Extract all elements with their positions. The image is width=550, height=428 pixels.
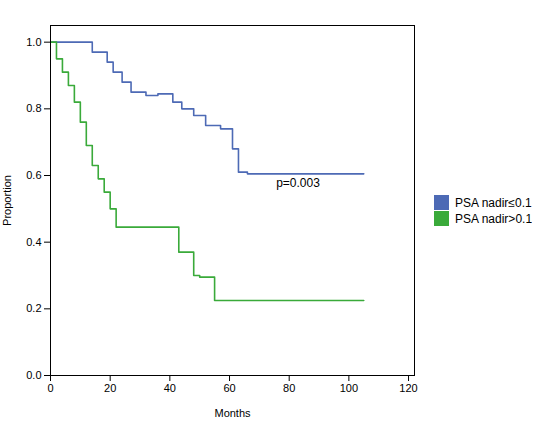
svg-text:Months: Months	[214, 407, 251, 419]
svg-text:0.0: 0.0	[26, 369, 41, 381]
svg-text:0.6: 0.6	[26, 169, 41, 181]
svg-text:100: 100	[340, 382, 358, 394]
html-text:PSA nadir≤0.1: PSA nadir≤0.1	[455, 195, 532, 210]
svg-text:1.0: 1.0	[26, 36, 41, 48]
svg-text:60: 60	[223, 382, 235, 394]
svg-text:0.4: 0.4	[26, 236, 41, 248]
svg-text:0.8: 0.8	[26, 102, 41, 114]
svg-text:Proportion: Proportion	[1, 175, 13, 226]
svg-text:0: 0	[47, 382, 53, 394]
svg-text:20: 20	[104, 382, 116, 394]
svg-text:p=0.003: p=0.003	[276, 176, 320, 190]
svg-text:80: 80	[283, 382, 295, 394]
html-text:PSA nadir>0.1: PSA nadir>0.1	[455, 211, 533, 226]
svg-text:40: 40	[164, 382, 176, 394]
svg-text:0.2: 0.2	[26, 302, 41, 314]
svg-text:120: 120	[399, 382, 417, 394]
